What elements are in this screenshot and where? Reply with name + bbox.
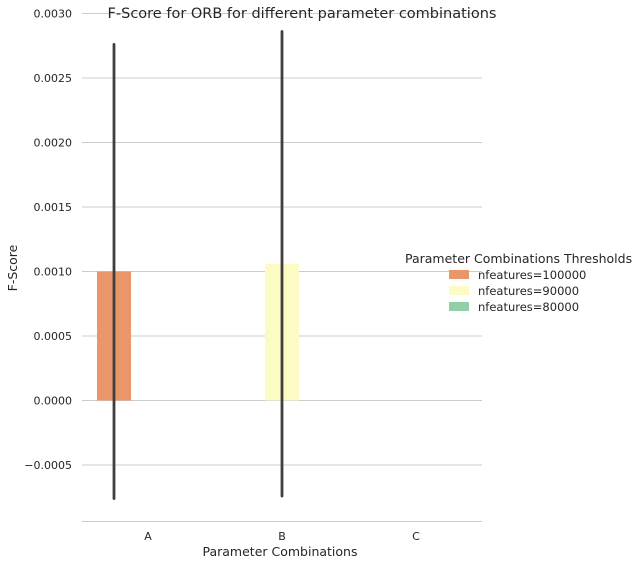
y-tick-label: 0.0005 [34, 330, 73, 343]
x-tick-label: A [144, 530, 152, 543]
y-tick-label: 0.0000 [34, 395, 73, 408]
legend-swatch [449, 302, 469, 311]
x-tick-label: B [278, 530, 286, 543]
y-tick-label: 0.0015 [34, 201, 73, 214]
legend: Parameter Combinations Thresholds nfeatu… [405, 251, 632, 314]
legend-title: Parameter Combinations Thresholds [405, 251, 632, 266]
chart-title: F-Score for ORB for different parameter … [108, 6, 497, 22]
y-tick-label: −0.0005 [24, 459, 72, 472]
legend-swatch [449, 286, 469, 295]
y-tick-label: 0.0010 [34, 266, 73, 279]
y-tick-labels: −0.0005 0.0000 0.0005 0.0010 0.0015 0.0020 0.0… [24, 8, 72, 473]
bars [97, 263, 299, 401]
legend-label: nfeatures=80000 [478, 300, 579, 314]
x-axis-label: Parameter Combinations [202, 544, 357, 559]
y-axis-label: F-Score [5, 244, 20, 291]
legend-label: nfeatures=90000 [478, 284, 579, 298]
legend-label: nfeatures=100000 [478, 268, 586, 282]
x-tick-label: C [412, 530, 420, 543]
x-tick-labels: A B C [144, 530, 420, 543]
y-tick-label: 0.0030 [34, 8, 73, 21]
error-bars [112, 30, 284, 500]
y-tick-label: 0.0025 [34, 72, 73, 85]
legend-swatch [449, 270, 469, 279]
y-tick-label: 0.0020 [34, 137, 73, 150]
